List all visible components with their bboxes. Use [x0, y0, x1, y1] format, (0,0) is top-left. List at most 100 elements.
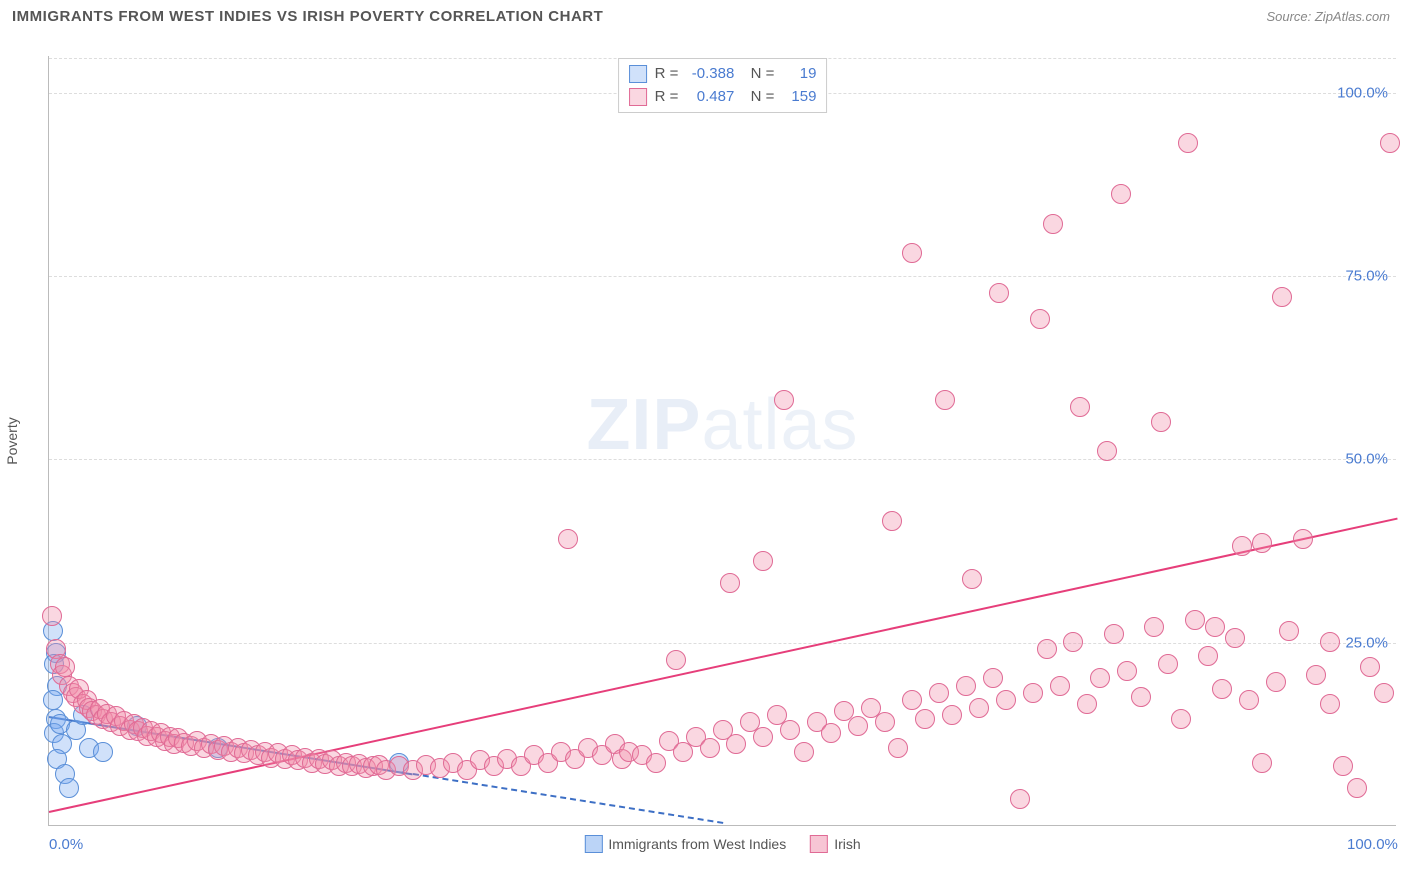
scatter-point: [1306, 665, 1326, 685]
y-tick-label: 75.0%: [1345, 268, 1388, 285]
scatter-point: [1232, 536, 1252, 556]
scatter-point: [1374, 683, 1394, 703]
source-attribution: Source: ZipAtlas.com: [1266, 9, 1390, 24]
scatter-point: [929, 683, 949, 703]
series-swatch: [629, 88, 647, 106]
scatter-point: [996, 690, 1016, 710]
scatter-point: [646, 753, 666, 773]
scatter-point: [1198, 646, 1218, 666]
scatter-point: [1279, 621, 1299, 641]
scatter-point: [962, 569, 982, 589]
scatter-point: [1252, 533, 1272, 553]
y-tick-label: 100.0%: [1337, 84, 1388, 101]
series-swatch: [629, 65, 647, 83]
legend-item: Immigrants from West Indies: [584, 835, 786, 853]
scatter-point: [1380, 133, 1400, 153]
scatter-point: [848, 716, 868, 736]
x-tick-label: 100.0%: [1347, 836, 1398, 853]
stat-r-value: -0.388: [684, 63, 734, 86]
scatter-point: [1185, 610, 1205, 630]
scatter-point: [915, 709, 935, 729]
stat-n-label: N =: [742, 63, 774, 86]
scatter-point: [1158, 654, 1178, 674]
scatter-point: [666, 650, 686, 670]
gridline: [49, 276, 1396, 277]
y-tick-label: 25.0%: [1345, 634, 1388, 651]
scatter-point: [983, 668, 1003, 688]
scatter-point: [1205, 617, 1225, 637]
chart-title: IMMIGRANTS FROM WEST INDIES VS IRISH POV…: [12, 8, 603, 25]
scatter-point: [902, 690, 922, 710]
scatter-point: [1225, 628, 1245, 648]
scatter-point: [1043, 214, 1063, 234]
scatter-point: [1151, 412, 1171, 432]
legend-label: Irish: [834, 836, 860, 852]
scatter-point: [942, 705, 962, 725]
watermark-zip: ZIP: [586, 385, 701, 465]
stats-row: R =-0.388 N = 19: [629, 63, 817, 86]
scatter-point: [1272, 287, 1292, 307]
scatter-point: [780, 720, 800, 740]
scatter-point: [1050, 676, 1070, 696]
y-axis-label: Poverty: [4, 417, 20, 464]
stats-row: R =0.487 N =159: [629, 86, 817, 109]
scatter-point: [55, 657, 75, 677]
scatter-point: [1077, 694, 1097, 714]
plot-area: ZIPatlas 25.0%50.0%75.0%100.0%0.0%100.0%…: [48, 56, 1396, 826]
scatter-point: [720, 573, 740, 593]
scatter-point: [875, 712, 895, 732]
scatter-point: [1070, 397, 1090, 417]
scatter-point: [1252, 753, 1272, 773]
scatter-point: [1063, 632, 1083, 652]
scatter-point: [1131, 687, 1151, 707]
gridline: [49, 643, 1396, 644]
scatter-point: [726, 734, 746, 754]
legend-swatch: [810, 835, 828, 853]
scatter-point: [956, 676, 976, 696]
scatter-point: [1178, 133, 1198, 153]
scatter-point: [1171, 709, 1191, 729]
scatter-point: [1320, 632, 1340, 652]
scatter-point: [93, 742, 113, 762]
scatter-point: [1023, 683, 1043, 703]
scatter-point: [1104, 624, 1124, 644]
watermark: ZIPatlas: [586, 384, 858, 466]
scatter-point: [1360, 657, 1380, 677]
scatter-point: [753, 551, 773, 571]
scatter-point: [1239, 690, 1259, 710]
stat-n-value: 159: [780, 86, 816, 109]
scatter-point: [1347, 778, 1367, 798]
legend-swatch: [584, 835, 602, 853]
scatter-point: [794, 742, 814, 762]
scatter-point: [935, 390, 955, 410]
scatter-point: [1117, 661, 1137, 681]
scatter-point: [1030, 309, 1050, 329]
y-tick-label: 50.0%: [1345, 451, 1388, 468]
trend-line: [49, 518, 1397, 813]
gridline: [49, 459, 1396, 460]
scatter-point: [1266, 672, 1286, 692]
stat-r-label: R =: [655, 63, 679, 86]
scatter-point: [888, 738, 908, 758]
scatter-point: [558, 529, 578, 549]
legend-item: Irish: [810, 835, 860, 853]
scatter-point: [753, 727, 773, 747]
scatter-point: [1144, 617, 1164, 637]
scatter-point: [43, 690, 63, 710]
x-tick-label: 0.0%: [49, 836, 83, 853]
stat-n-label: N =: [742, 86, 774, 109]
scatter-point: [1010, 789, 1030, 809]
scatter-point: [882, 511, 902, 531]
stat-r-label: R =: [655, 86, 679, 109]
scatter-point: [821, 723, 841, 743]
scatter-point: [902, 243, 922, 263]
chart-container: ZIPatlas 25.0%50.0%75.0%100.0%0.0%100.0%…: [48, 56, 1396, 826]
scatter-point: [1090, 668, 1110, 688]
stat-n-value: 19: [780, 63, 816, 86]
scatter-point: [1097, 441, 1117, 461]
scatter-point: [700, 738, 720, 758]
scatter-point: [969, 698, 989, 718]
scatter-point: [59, 778, 79, 798]
scatter-point: [42, 606, 62, 626]
stats-legend: R =-0.388 N =19R =0.487 N =159: [618, 58, 828, 113]
